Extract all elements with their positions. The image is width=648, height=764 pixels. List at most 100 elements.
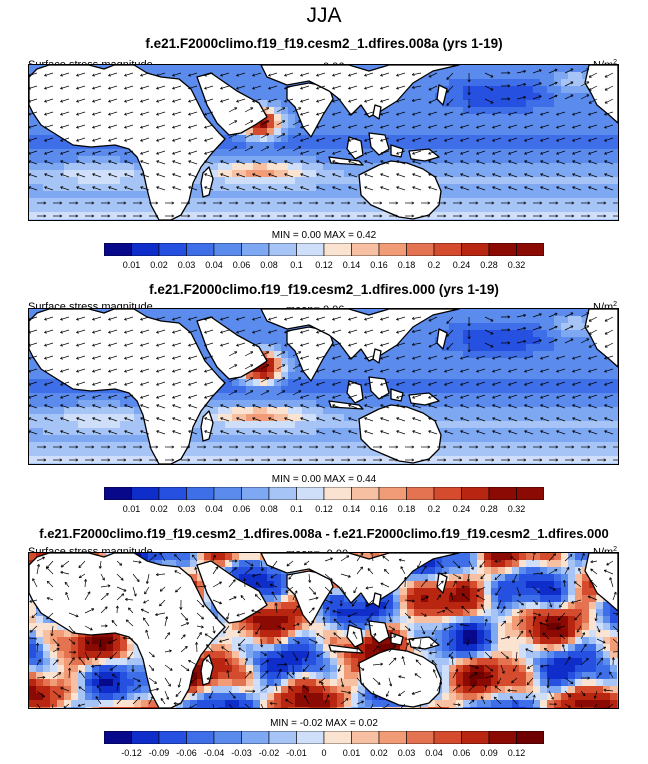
- colorbar-tick-label: 0.28: [480, 504, 498, 514]
- colorbar-tick-label: 0.01: [122, 504, 141, 514]
- colorbar-tick-label: 0.03: [177, 504, 196, 514]
- colorbar-box: [186, 731, 215, 744]
- stress-vectors: [29, 312, 618, 462]
- colorbar-box: [323, 487, 352, 500]
- colorbar-tick-label: 0.32: [507, 504, 526, 514]
- colorbar-tick-label: 0.14: [342, 260, 361, 270]
- panel-3-title: f.e21.F2000climo.f19_f19.cesm2_1.dfires.…: [39, 526, 609, 541]
- colorbar-tick-label: 0.32: [507, 260, 526, 270]
- panel-2-colorbar-ticks: 0.01 0.02 0.03 0.04 0.06 0.08 0.1 0.12 0.14 0.16 0…: [104, 504, 544, 516]
- colorbar-box: [406, 487, 435, 500]
- colorbar-box: [104, 243, 132, 256]
- colorbar-box: [268, 243, 297, 256]
- colorbar-tick-label: 0: [321, 748, 327, 758]
- colorbar-box: [461, 731, 490, 744]
- colorbar-tick-label: 0.1: [290, 260, 303, 270]
- colorbar-box: [296, 243, 325, 256]
- colorbar-tick-label: 0.08: [260, 260, 278, 270]
- colorbar-box: [433, 731, 462, 744]
- colorbar-tick-label: 0.01: [122, 260, 141, 270]
- colorbar-box: [104, 487, 132, 500]
- panel-3-map-svg: [29, 553, 618, 708]
- colorbar-box: [213, 243, 242, 256]
- colorbar-box: [268, 731, 297, 744]
- colorbar-box: [158, 243, 187, 256]
- colorbar-tick-label: 0.04: [205, 504, 223, 514]
- colorbar-tick-label: -0.09: [148, 748, 170, 758]
- colorbar-tick-label: 0.01: [342, 748, 361, 758]
- colorbar-tick-label: -0.01: [286, 748, 307, 758]
- colorbar-tick-label: 0.14: [342, 504, 361, 514]
- stress-vectors: [29, 68, 618, 218]
- colorbar-tick-label: 0.1: [290, 504, 303, 514]
- colorbar-box: [213, 487, 242, 500]
- colorbar-tick-label: -0.12: [121, 748, 142, 758]
- colorbar-tick-label: 0.03: [397, 748, 416, 758]
- colorbar-tick-label: -0.06: [176, 748, 197, 758]
- stress-vectors: [29, 553, 618, 708]
- colorbar-tick-label: 0.03: [177, 260, 196, 270]
- colorbar-box: [158, 487, 187, 500]
- colorbar-box: [351, 243, 380, 256]
- colorbar-box: [213, 731, 242, 744]
- colorbar-tick-label: 0.12: [315, 260, 333, 270]
- panel-2-title: f.e21.F2000climo.f19_f19.cesm2_1.dfires.…: [149, 282, 499, 297]
- colorbar-box: [131, 487, 160, 500]
- colorbar-box: [158, 731, 187, 744]
- panel-3-minmax: MIN = -0.02 MAX = 0.02: [270, 718, 378, 729]
- colorbar-box: [323, 731, 352, 744]
- colorbar-tick-label: 0.02: [150, 504, 168, 514]
- colorbar-box: [296, 731, 325, 744]
- panel-1-map: [28, 64, 619, 221]
- colorbar-box: [516, 487, 544, 500]
- colorbar-tick-label: 0.08: [260, 504, 278, 514]
- colorbar-tick-label: 0.18: [397, 260, 416, 270]
- colorbar-box: [351, 731, 380, 744]
- colorbar-tick-label: 0.04: [425, 748, 443, 758]
- colorbar-tick-label: -0.02: [258, 748, 280, 758]
- colorbar-box: [433, 487, 462, 500]
- colorbar-box: [378, 731, 407, 744]
- colorbar-box: [241, 487, 270, 500]
- panel-1-minmax: MIN = 0.00 MAX = 0.42: [271, 230, 377, 241]
- panel-3-colorbar: [104, 731, 544, 744]
- colorbar-tick-label: 0.18: [397, 504, 416, 514]
- colorbar-box: [406, 731, 435, 744]
- colorbar-tick-label: 0.09: [480, 748, 498, 758]
- colorbar-box: [461, 243, 490, 256]
- panel-2-minmax: MIN = 0.00 MAX = 0.44: [271, 474, 377, 485]
- colorbar-box: [131, 731, 160, 744]
- colorbar-tick-label: 0.28: [480, 260, 498, 270]
- colorbar-tick-label: 0.16: [370, 260, 388, 270]
- panel-2-map: [28, 308, 619, 465]
- colorbar-box: [488, 731, 517, 744]
- colorbar-tick-label: 0.24: [452, 504, 471, 514]
- land-masses: [29, 309, 618, 464]
- colorbar-box: [488, 243, 517, 256]
- colorbar-box: [296, 487, 325, 500]
- season-title: JJA: [306, 4, 342, 27]
- colorbar-tick-label: 0.16: [370, 504, 388, 514]
- colorbar-tick-label: -0.03: [231, 748, 252, 758]
- panel-1-title: f.e21.F2000climo.f19_f19.cesm2_1.dfires.…: [145, 36, 503, 51]
- colorbar-tick-label: 0.06: [232, 504, 251, 514]
- panel-3-map: [28, 552, 619, 709]
- panel-3-colorbar-ticks: -0.12 -0.09 -0.06 -0.04 -0.03 -0.02 -0.01 0 0.01…: [104, 748, 544, 760]
- colorbar-box: [131, 243, 160, 256]
- panel-1-colorbar: [104, 243, 544, 256]
- colorbar-box: [433, 243, 462, 256]
- colorbar-tick-label: 0.06: [232, 260, 251, 270]
- colorbar-tick-label: 0.2: [427, 260, 441, 270]
- colorbar-tick-label: 0.02: [370, 748, 388, 758]
- colorbar-tick-label: 0.06: [452, 748, 471, 758]
- colorbar-box: [268, 487, 297, 500]
- colorbar-tick-label: 0.24: [452, 260, 471, 270]
- panel-1-map-svg: [29, 65, 618, 220]
- colorbar-box: [378, 487, 407, 500]
- colorbar-tick-label: -0.04: [203, 748, 225, 758]
- panel-2-map-svg: [29, 309, 618, 464]
- panel-1-colorbar-ticks: 0.01 0.02 0.03 0.04 0.06 0.08 0.1 0.12 0.14 0.16 0…: [104, 260, 544, 272]
- colorbar-box: [516, 243, 544, 256]
- colorbar-tick-label: 0.12: [507, 748, 526, 758]
- colorbar-box: [488, 487, 517, 500]
